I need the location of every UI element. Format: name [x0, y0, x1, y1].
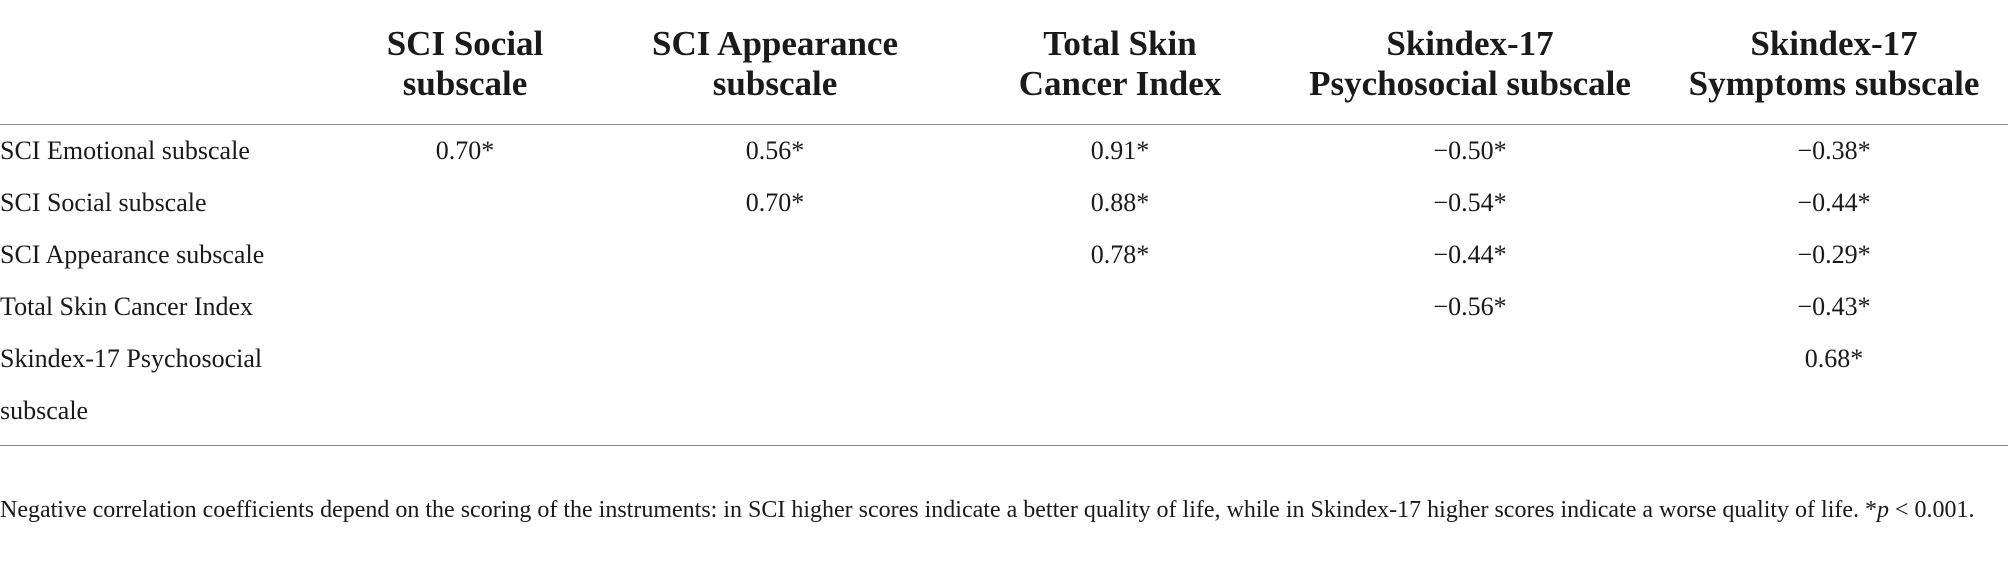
table-cell — [960, 333, 1280, 446]
table-cell — [340, 229, 590, 281]
table-cell: −0.44* — [1433, 240, 1507, 269]
row-label: Total Skin Cancer Index — [0, 292, 254, 321]
table-cell: −0.29* — [1797, 240, 1871, 269]
table-cell: −0.54* — [1433, 188, 1507, 217]
table-cell: −0.56* — [1433, 292, 1507, 321]
footnote-sig-rest: < 0.001. — [1889, 497, 1975, 523]
table-cell — [590, 229, 960, 281]
header-corner-cell — [0, 0, 340, 125]
table-cell — [590, 281, 960, 333]
table-cell — [960, 281, 1280, 333]
table-cell: 0.78* — [1090, 240, 1150, 269]
row-label: SCI Appearance subscale — [0, 240, 265, 269]
table-cell: 0.70* — [745, 188, 805, 217]
table-cell: 0.88* — [1090, 188, 1150, 217]
row-label: SCI Social subscale — [0, 188, 207, 217]
table-cell — [1280, 333, 1660, 446]
correlation-table: SCI Social subscale SCI Appearance subscal… — [0, 0, 2008, 446]
table-cell: 0.56* — [745, 136, 805, 165]
header-skindex-symptoms: Skindex-17 Symptoms subscale — [1660, 0, 2008, 125]
table-cell: −0.50* — [1433, 136, 1507, 165]
table-cell — [340, 333, 590, 446]
table-cell: −0.43* — [1797, 292, 1871, 321]
table-cell: 0.68* — [1660, 333, 2008, 446]
table-cell: 0.91* — [1090, 136, 1150, 165]
footnote-sig-var: p — [1877, 497, 1890, 523]
header-total-sci: Total Skin Cancer Index — [960, 0, 1280, 125]
row-label: SCI Emotional subscale — [0, 136, 250, 165]
table-cell — [590, 333, 960, 446]
header-sci-appearance: SCI Appearance subscale — [590, 0, 960, 125]
table-cell: −0.38* — [1797, 136, 1871, 165]
header-sci-social: SCI Social subscale — [340, 0, 590, 125]
table-cell: −0.44* — [1797, 188, 1871, 217]
table-cell: 0.70* — [435, 136, 495, 165]
footnote-text: Negative correlation coefficients depend… — [0, 497, 1866, 523]
table-cell — [340, 281, 590, 333]
table-row: SCI Appearance subscale 0.78* −0.44* −0.… — [0, 229, 2008, 281]
table-row: Total Skin Cancer Index −0.56* −0.43* — [0, 281, 2008, 333]
table-row: SCI Social subscale 0.70* 0.88* −0.54* −… — [0, 177, 2008, 229]
row-label: Skindex-17 Psychosocial subscale — [0, 333, 340, 446]
table-cell — [340, 177, 590, 229]
table-row: Skindex-17 Psychosocial subscale 0.68* — [0, 333, 2008, 446]
table-header-row: SCI Social subscale SCI Appearance subscal… — [0, 0, 2008, 125]
table-footnote: Negative correlation coefficients depend… — [0, 493, 2000, 527]
header-skindex-psychosocial: Skindex-17 Psychosocial subscale — [1280, 0, 1660, 125]
footnote-sig-prefix: * — [1865, 497, 1878, 523]
table-row: SCI Emotional subscale 0.70* 0.56* 0.91*… — [0, 125, 2008, 178]
correlation-table-container: SCI Social subscale SCI Appearance subscal… — [0, 0, 2008, 446]
